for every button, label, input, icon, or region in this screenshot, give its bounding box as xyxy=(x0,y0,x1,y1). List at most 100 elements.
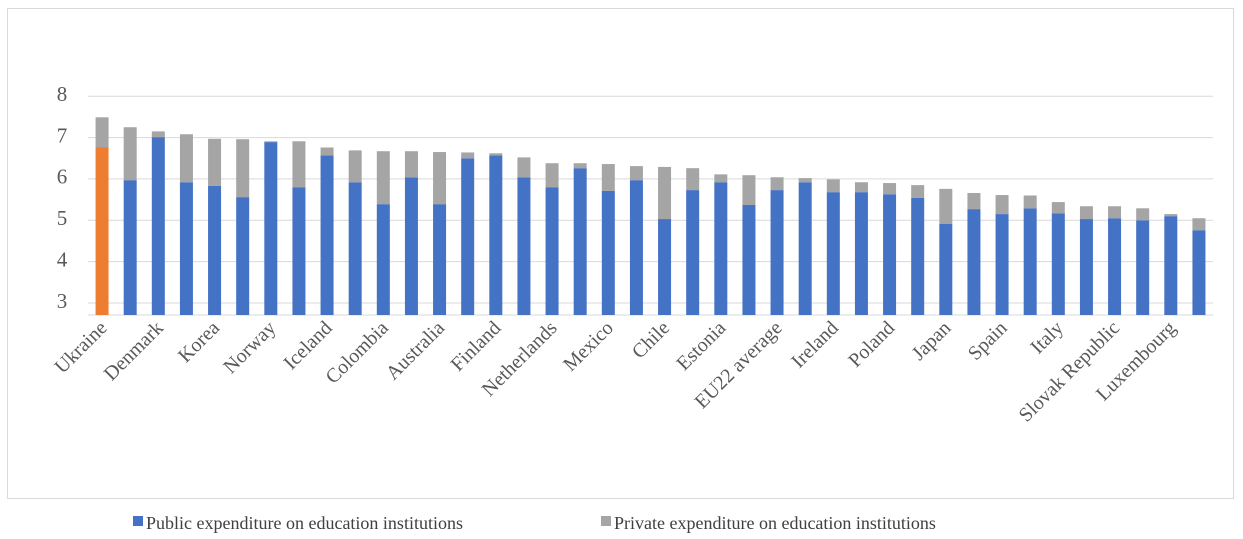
bar-segment xyxy=(1051,202,1065,214)
legend-label: Private expenditure on education institu… xyxy=(614,513,936,533)
bar-segment xyxy=(1079,206,1093,220)
bar-segment xyxy=(348,150,362,183)
bar-segment xyxy=(376,204,390,315)
x-tick-label: Chile xyxy=(628,317,674,363)
bar-segment xyxy=(179,134,193,183)
bar-segment xyxy=(489,153,503,156)
bar-segment xyxy=(1108,218,1122,315)
bar-segment xyxy=(236,197,250,315)
bar-segment xyxy=(545,163,559,188)
x-tick-label: Spain xyxy=(964,317,1012,365)
bar-segment xyxy=(1192,218,1206,231)
bar-segment xyxy=(714,182,728,315)
bar-segment xyxy=(939,188,953,225)
bar-segment xyxy=(95,147,109,315)
bar-segment xyxy=(517,157,531,178)
legend-swatch xyxy=(133,516,143,526)
x-tick-label: Norway xyxy=(219,317,280,378)
bar-segment xyxy=(573,168,587,315)
bar-segment xyxy=(433,152,447,205)
bar-segment xyxy=(208,138,222,186)
bar-segment xyxy=(826,179,840,193)
x-tick-label: Colombia xyxy=(322,317,393,388)
bar-segment xyxy=(236,139,250,198)
bar-segment xyxy=(208,185,222,315)
y-tick-label: 4 xyxy=(57,247,68,271)
bar-segment xyxy=(179,182,193,315)
chart-border xyxy=(7,8,1234,499)
y-tick-label: 8 xyxy=(57,82,68,106)
bar-segment xyxy=(770,177,784,191)
bar-segment xyxy=(742,204,756,315)
bar-segment xyxy=(517,177,531,315)
x-tick-label: Denmark xyxy=(100,317,168,385)
bar-segment xyxy=(854,182,868,193)
bar-segment xyxy=(1079,219,1093,315)
bar-segment xyxy=(461,152,475,159)
bar-segment xyxy=(883,183,897,195)
bar-segment xyxy=(601,190,615,315)
bar-segment xyxy=(629,180,643,315)
bar-segment xyxy=(826,192,840,315)
bar-segment xyxy=(1136,208,1150,221)
x-tick-label: Poland xyxy=(844,317,899,372)
bar-segment xyxy=(1051,213,1065,315)
bar-segment xyxy=(770,190,784,315)
bar-segment xyxy=(686,190,700,315)
bar-segment xyxy=(320,155,334,315)
bar-segment xyxy=(433,204,447,315)
bar-segment xyxy=(320,147,334,156)
bar-segment xyxy=(854,192,868,315)
bar-segment xyxy=(461,158,475,315)
bar-segment xyxy=(404,177,418,315)
legend-label: Public expenditure on education institut… xyxy=(146,513,463,533)
bar-segment xyxy=(1108,206,1122,219)
bar-segment xyxy=(967,192,981,210)
x-tick-label: Korea xyxy=(174,317,224,367)
x-tick-label: Italy xyxy=(1026,317,1067,358)
bar-segment xyxy=(995,195,1009,215)
x-tick-label: Slovak Republic xyxy=(1015,317,1125,427)
bar-segment xyxy=(1136,220,1150,315)
legend-swatch xyxy=(601,516,611,526)
bar-segment xyxy=(292,187,306,315)
y-tick-label: 7 xyxy=(57,123,68,147)
bar-segment xyxy=(883,194,897,315)
bar-segment xyxy=(95,117,109,148)
bar-segment xyxy=(1192,230,1206,315)
bar-segment xyxy=(714,174,728,183)
bar-segment xyxy=(995,214,1009,315)
bar-segment xyxy=(798,182,812,315)
y-tick-label: 3 xyxy=(57,289,68,313)
bar-segment xyxy=(151,131,165,138)
y-tick-label: 6 xyxy=(57,165,68,189)
bar-segment xyxy=(629,166,643,181)
bar-segment xyxy=(601,164,615,191)
bar-segment xyxy=(1164,216,1178,315)
x-tick-label: Mexico xyxy=(559,317,618,376)
bar-segment xyxy=(658,166,672,220)
bar-segment xyxy=(658,219,672,315)
bar-segment xyxy=(264,141,278,143)
bar-segment xyxy=(798,178,812,183)
bar-segment xyxy=(967,209,981,315)
bar-segment xyxy=(573,163,587,169)
bar-segment xyxy=(1023,208,1037,315)
y-tick-label: 5 xyxy=(57,206,68,230)
x-tick-label: Ireland xyxy=(787,317,843,373)
bar-segment xyxy=(292,141,306,188)
bar-segment xyxy=(686,168,700,191)
bar-segment xyxy=(545,187,559,315)
bar-segment xyxy=(489,155,503,315)
bar-segment xyxy=(1164,214,1178,217)
bar-segment xyxy=(264,142,278,315)
bar-segment xyxy=(1023,195,1037,209)
x-tick-label: Japan xyxy=(908,317,956,365)
bar-segment xyxy=(939,224,953,315)
bar-segment xyxy=(123,127,137,181)
bar-segment xyxy=(404,151,418,178)
bar-segment xyxy=(376,151,390,205)
x-tick-label: Australia xyxy=(382,317,449,384)
